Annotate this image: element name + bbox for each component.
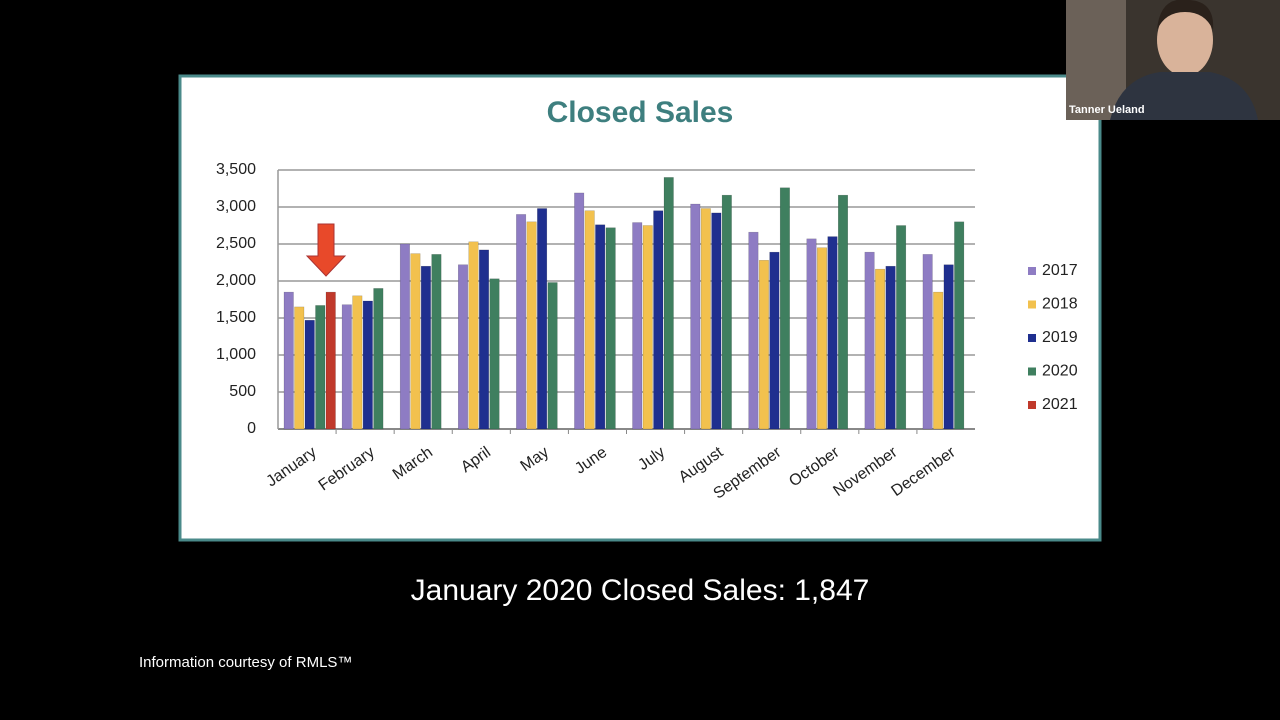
bar — [779, 187, 790, 430]
legend-label: 2021 — [1042, 396, 1078, 413]
video-thumbnail: Tanner Ueland — [1066, 0, 1280, 120]
y-tick-label: 1,500 — [216, 309, 256, 326]
y-tick-label: 3,000 — [216, 198, 256, 215]
bar — [711, 212, 722, 430]
bar — [526, 221, 537, 430]
bar — [721, 194, 732, 430]
bar — [468, 241, 479, 430]
legend-swatch — [1028, 367, 1036, 376]
bar — [817, 247, 827, 430]
chart-title: Closed Sales — [547, 96, 734, 129]
y-tick-label: 2,500 — [216, 235, 256, 252]
bar — [933, 291, 944, 430]
bar — [922, 254, 933, 430]
legend-swatch — [1028, 267, 1036, 275]
bar — [605, 227, 616, 430]
bar — [399, 243, 410, 430]
bar — [954, 221, 965, 430]
bar — [537, 208, 548, 430]
bar — [632, 222, 643, 430]
y-tick-label: 0 — [247, 420, 256, 437]
footer: Information courtesy of RMLS™ — [139, 654, 352, 671]
bar — [479, 249, 489, 430]
bar — [690, 203, 701, 430]
bar — [885, 265, 896, 430]
y-tick-label: 1,000 — [216, 346, 256, 363]
legend-swatch — [1028, 401, 1036, 409]
face — [1157, 4, 1213, 76]
y-tick-label: 3,500 — [216, 161, 256, 178]
bar — [838, 194, 848, 430]
bar — [769, 251, 780, 430]
bar — [304, 319, 315, 430]
caption: January 2020 Closed Sales: 1,847 — [411, 574, 870, 607]
legend-label: 2017 — [1042, 262, 1078, 279]
bar — [663, 177, 674, 430]
bar — [653, 210, 664, 430]
participant-name: Tanner Ueland — [1069, 104, 1145, 116]
bar — [574, 192, 585, 430]
legend-label: 2019 — [1042, 329, 1078, 346]
bar — [410, 253, 421, 430]
legend-label: 2020 — [1042, 363, 1078, 380]
bar — [896, 225, 907, 430]
bar — [758, 260, 769, 430]
y-tick-label: 500 — [229, 383, 256, 400]
bar — [325, 291, 336, 430]
bar — [431, 254, 442, 430]
bar — [642, 225, 653, 430]
bar — [547, 282, 558, 430]
bar — [943, 264, 954, 430]
bar — [700, 208, 711, 430]
bar — [373, 288, 384, 430]
bar — [458, 264, 468, 430]
bar — [352, 295, 363, 430]
bar — [864, 251, 875, 430]
legend-swatch — [1028, 334, 1036, 342]
legend-label: 2018 — [1042, 296, 1078, 313]
bar — [875, 268, 886, 430]
bar — [748, 231, 759, 430]
hair — [1157, 0, 1214, 30]
bar — [315, 305, 326, 430]
wall — [1066, 0, 1126, 120]
bar — [420, 265, 431, 430]
bar — [595, 224, 606, 430]
legend-swatch — [1028, 300, 1036, 309]
bar — [294, 306, 305, 430]
bar — [489, 278, 500, 430]
bar — [827, 236, 838, 430]
bar — [516, 214, 527, 430]
bar — [341, 304, 352, 430]
highlight-arrow — [305, 223, 347, 277]
bar — [806, 238, 817, 430]
bar — [283, 291, 294, 430]
shoulders — [1110, 72, 1258, 120]
y-tick-label: 2,000 — [216, 272, 256, 289]
bar — [584, 210, 595, 430]
bar — [362, 300, 373, 430]
